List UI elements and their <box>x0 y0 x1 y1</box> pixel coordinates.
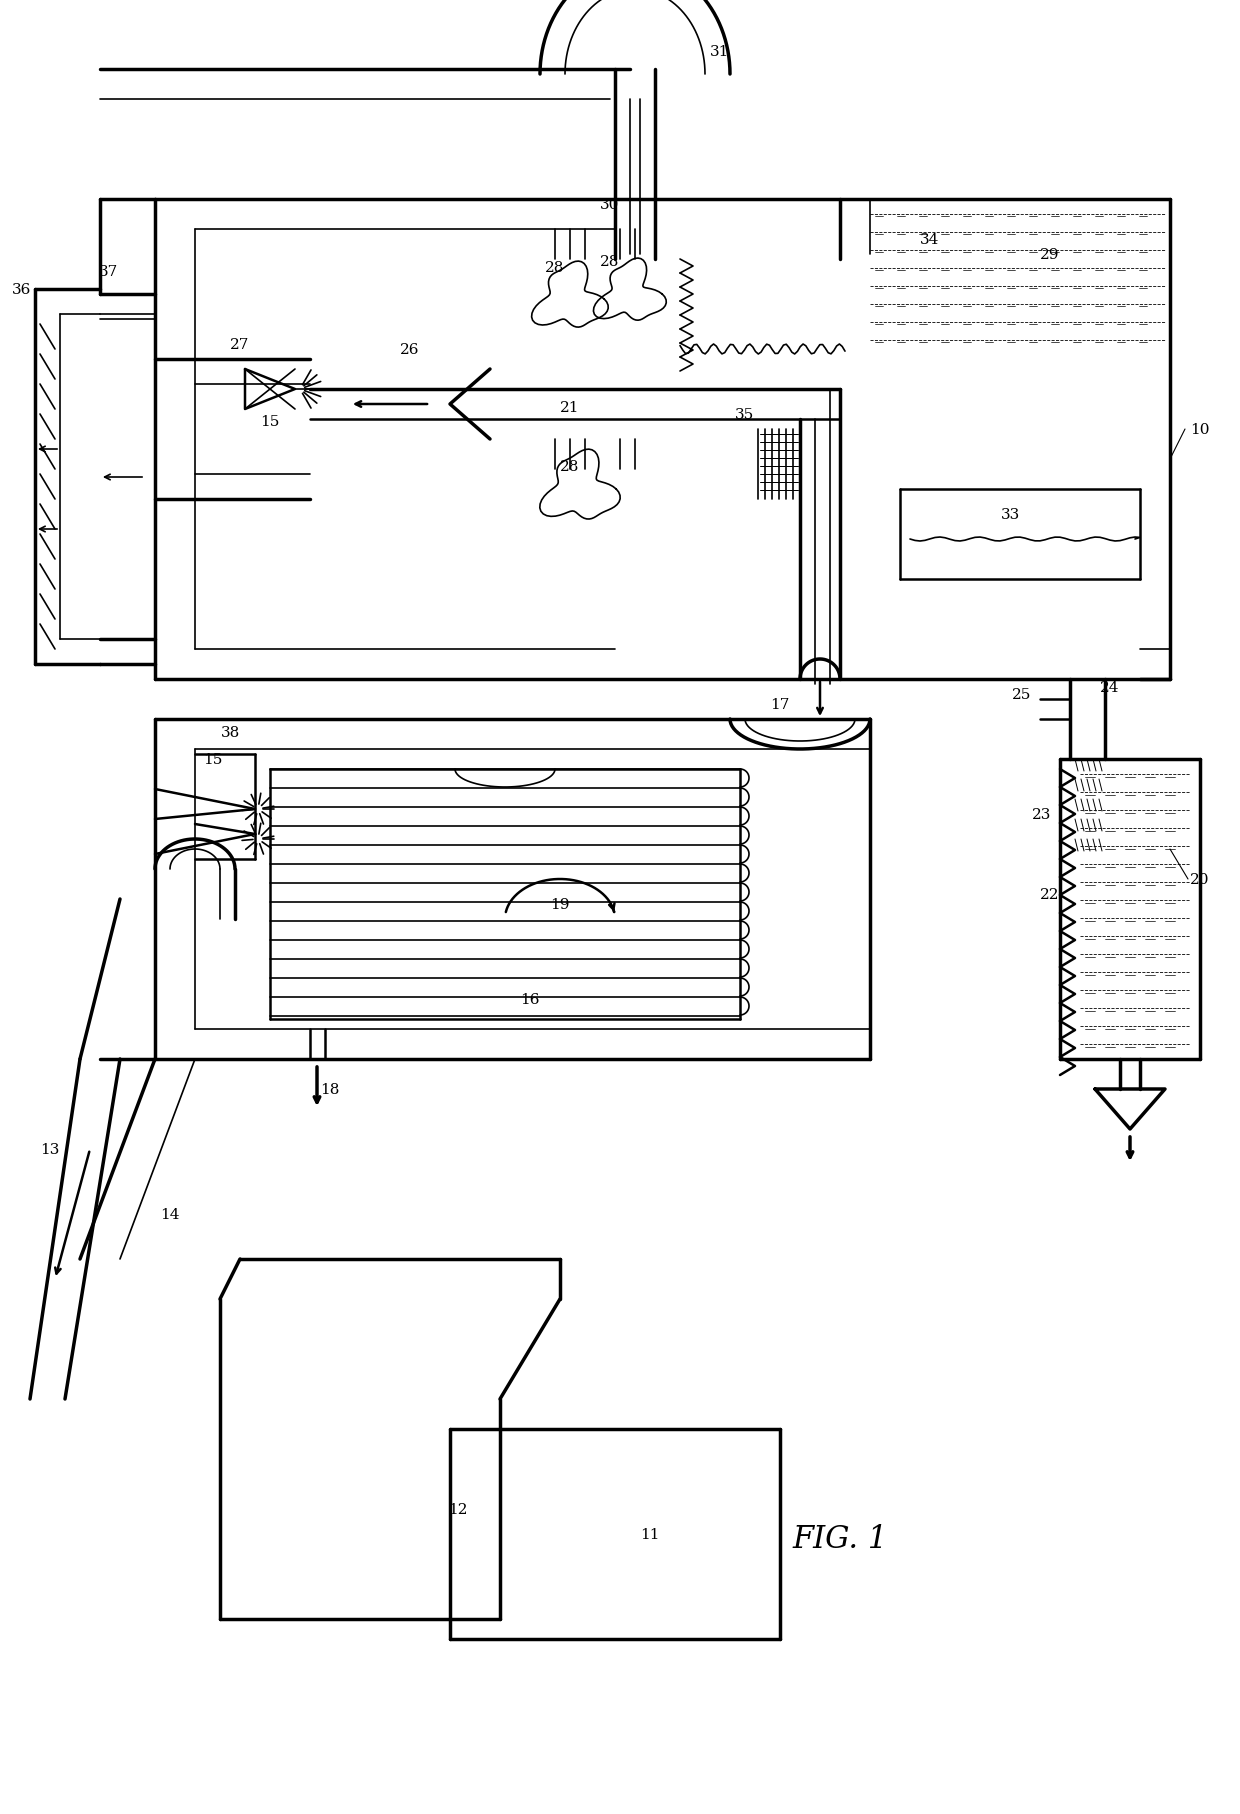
Text: 19: 19 <box>551 898 569 911</box>
Text: 38: 38 <box>221 726 239 740</box>
Text: 22: 22 <box>1040 887 1060 902</box>
Text: 11: 11 <box>640 1527 660 1542</box>
Text: 12: 12 <box>448 1502 467 1517</box>
Text: 15: 15 <box>203 753 223 767</box>
Text: 13: 13 <box>41 1143 60 1156</box>
Text: 29: 29 <box>1040 249 1060 261</box>
Text: 28: 28 <box>546 261 564 276</box>
Text: 33: 33 <box>1001 508 1019 522</box>
Text: 31: 31 <box>711 45 729 60</box>
Text: 10: 10 <box>1190 423 1210 437</box>
Text: 35: 35 <box>735 408 755 423</box>
Text: 28: 28 <box>560 459 579 473</box>
Text: 18: 18 <box>320 1083 340 1096</box>
Text: 34: 34 <box>920 232 940 247</box>
Text: 21: 21 <box>560 401 580 415</box>
Text: 14: 14 <box>160 1208 180 1221</box>
Text: 26: 26 <box>401 343 420 357</box>
Text: 37: 37 <box>98 265 118 279</box>
Text: 30: 30 <box>600 198 620 212</box>
Text: 25: 25 <box>1012 688 1032 702</box>
Text: 15: 15 <box>260 415 280 428</box>
Text: 23: 23 <box>1033 807 1052 822</box>
Text: 27: 27 <box>231 337 249 352</box>
Text: 20: 20 <box>1190 873 1210 887</box>
Text: 17: 17 <box>770 698 790 711</box>
Text: 24: 24 <box>1100 680 1120 695</box>
Text: FIG. 1: FIG. 1 <box>792 1524 888 1555</box>
Text: 28: 28 <box>600 254 620 268</box>
Text: 36: 36 <box>12 283 32 297</box>
Text: 16: 16 <box>521 992 539 1007</box>
